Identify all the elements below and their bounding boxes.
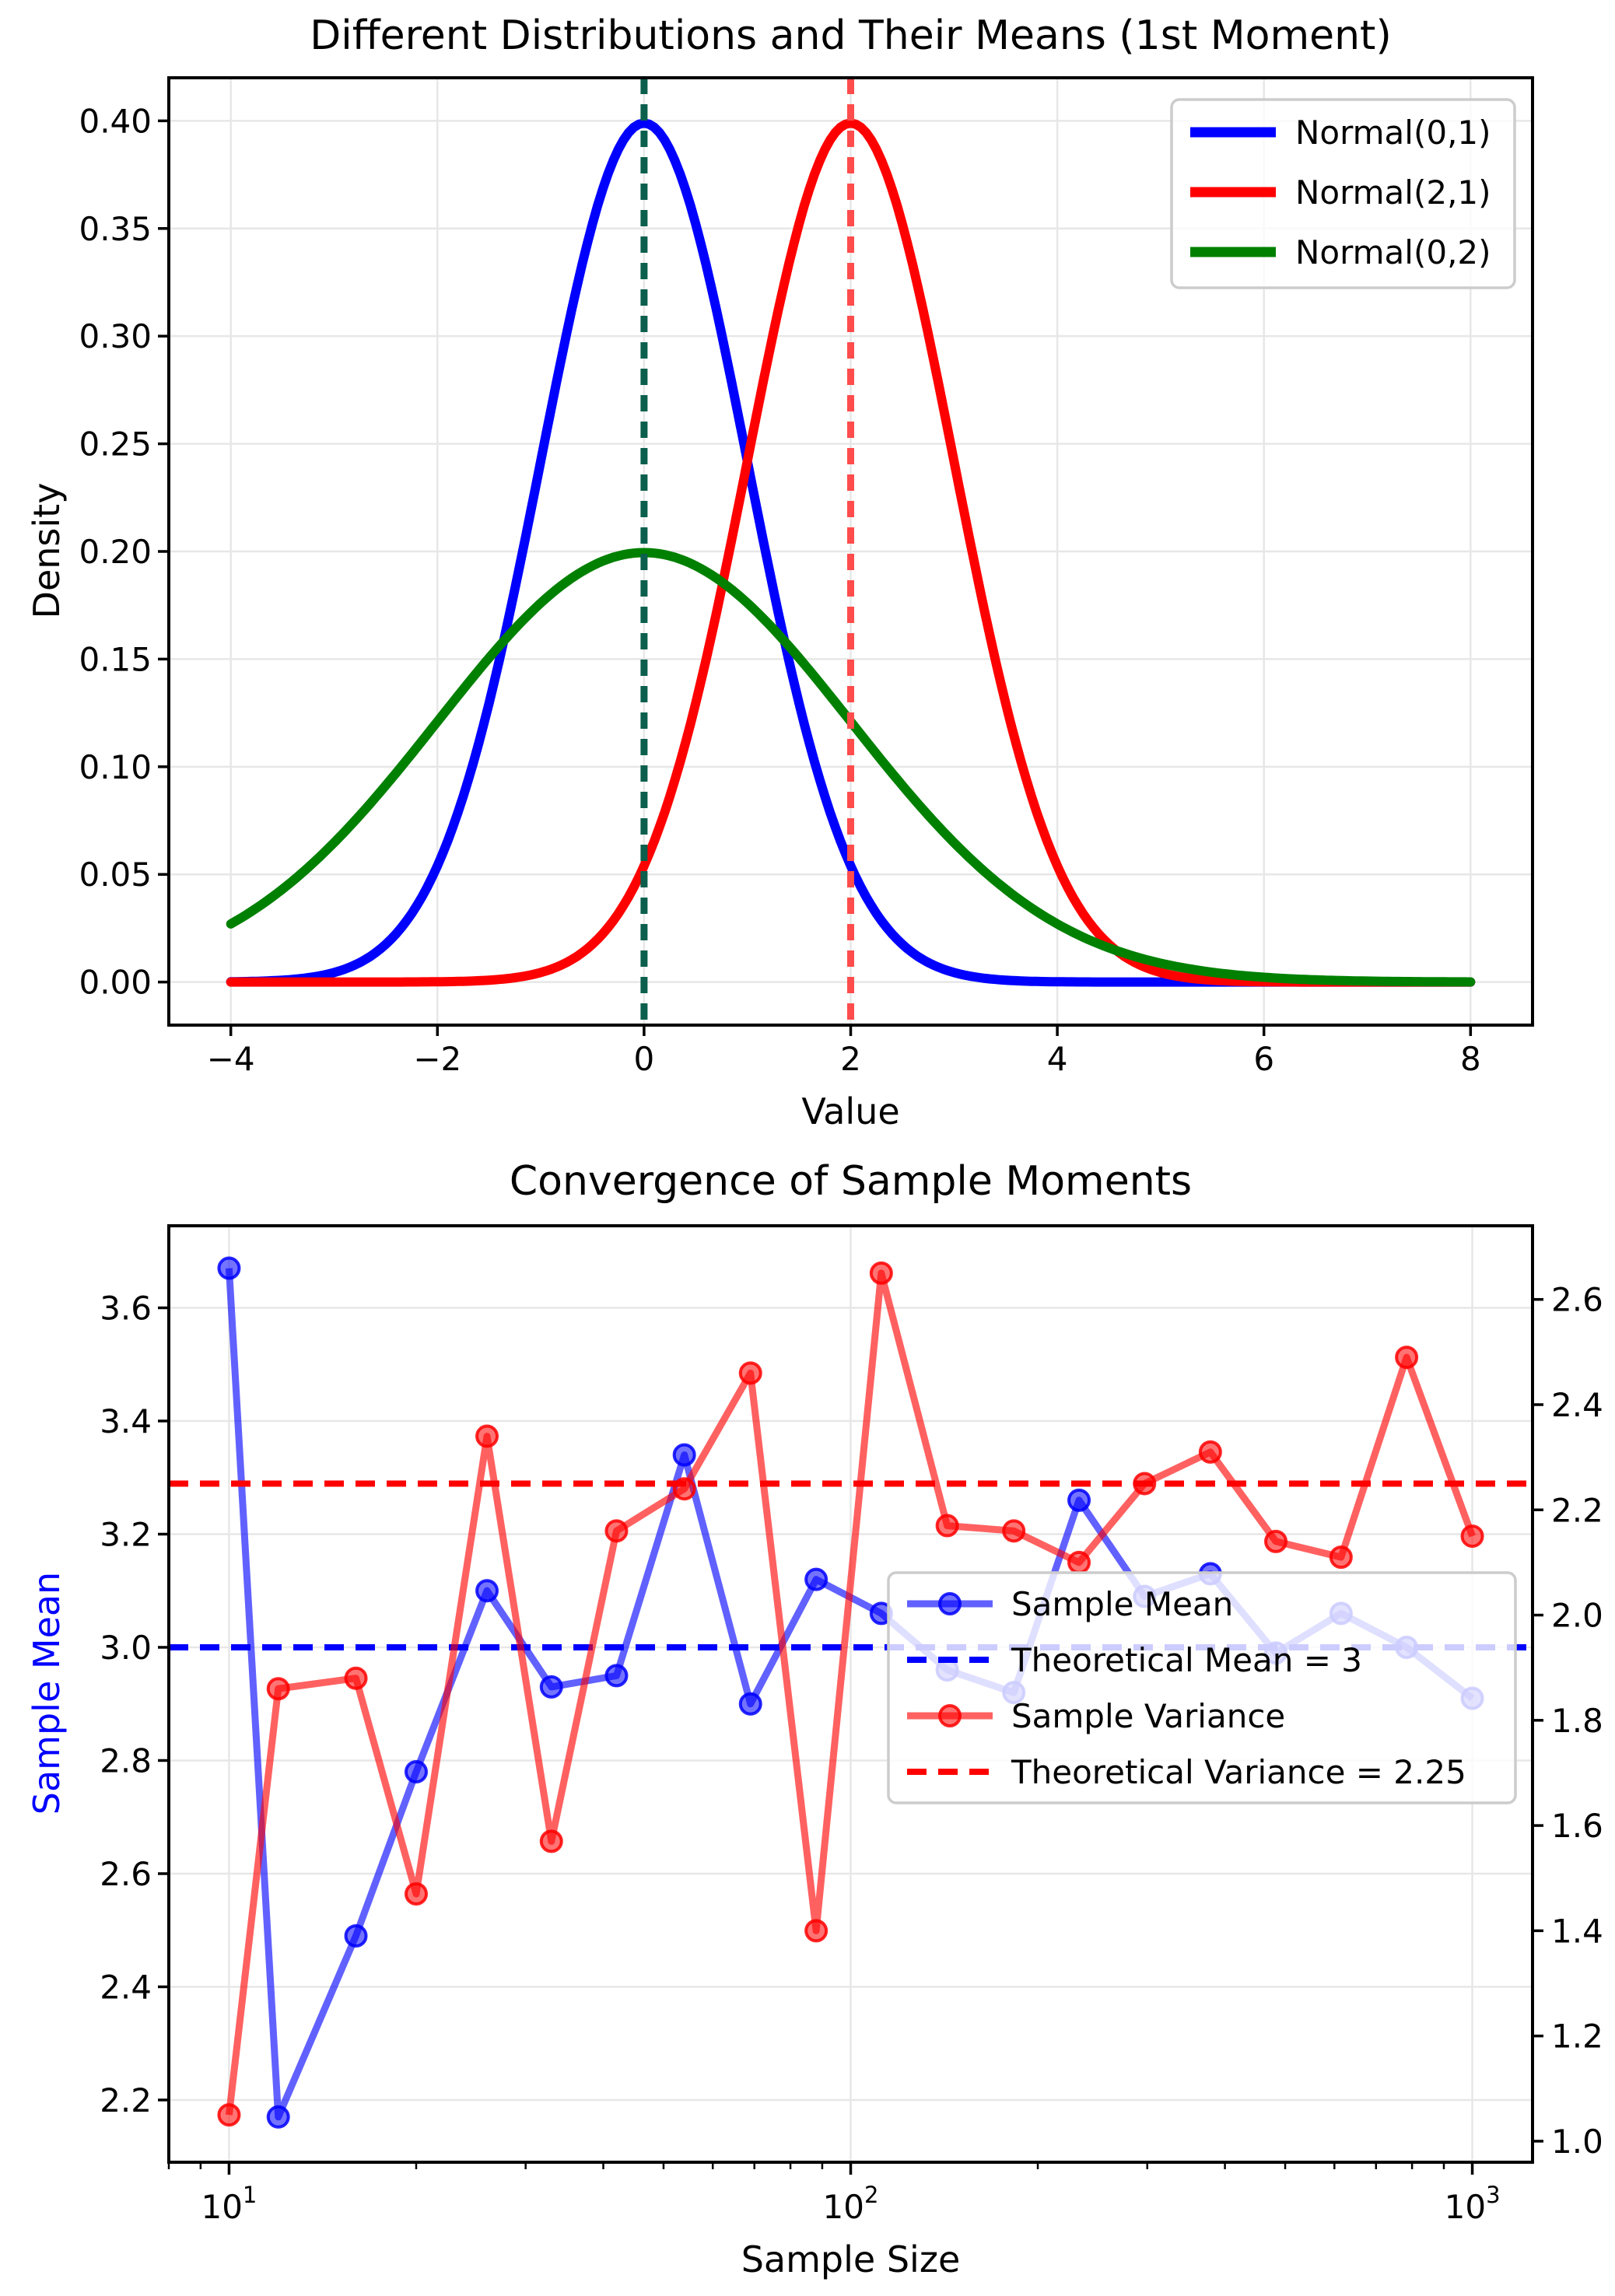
y-right-tick-label: 2.0	[1551, 1597, 1603, 1635]
y-left-tick-label: 2.6	[100, 1855, 152, 1893]
y-right-tick-label: 1.8	[1551, 1702, 1603, 1740]
series-marker-Sample Variance	[1264, 1529, 1288, 1553]
series-marker-Sample Variance	[1329, 1545, 1353, 1570]
y-right-tick-label: 1.4	[1551, 1912, 1603, 1950]
y-right-tick-label: 1.0	[1551, 2123, 1603, 2161]
legend-label: Sample Variance	[1011, 1697, 1285, 1735]
series-marker-Sample Mean	[344, 1924, 368, 1948]
legend-box	[1170, 98, 1516, 289]
top-chart-xlabel: Value	[801, 1090, 900, 1132]
series-line-Sample Variance	[225, 1269, 1476, 2116]
series-marker-Sample Mean	[738, 1692, 762, 1716]
legend-label: Sample Mean	[1011, 1585, 1233, 1623]
series-marker-Sample Mean	[672, 1443, 696, 1467]
series-marker-Sample Mean	[604, 1664, 629, 1688]
x-tick-label: 2	[840, 1040, 861, 1078]
legend-label: Normal(0,1)	[1295, 114, 1491, 152]
series-marker-Sample Variance	[475, 1424, 499, 1448]
series-marker-Sample Variance	[604, 1519, 629, 1543]
y-tick-label: 0.20	[79, 533, 152, 571]
series-marker-Sample Variance	[1198, 1440, 1222, 1464]
series-marker-Sample Variance	[935, 1514, 959, 1538]
y-right-tick-label: 2.6	[1551, 1281, 1603, 1319]
y-right-tick-label: 1.6	[1551, 1807, 1603, 1845]
y-left-tick-label: 3.0	[100, 1629, 152, 1667]
series-marker-Sample Variance	[804, 1919, 829, 1943]
y-right-tick-label: 1.2	[1551, 2018, 1603, 2056]
top-legend: Normal(0,1) Normal(2,1) Normal(0,2)	[1170, 98, 1516, 289]
bottom-chart-xlabel: Sample Size	[741, 2238, 961, 2280]
series-marker-Sample Variance	[266, 1677, 290, 1701]
series-marker-Sample Mean	[539, 1675, 563, 1699]
y-tick-label: 0.00	[79, 964, 152, 1002]
y-tick-label: 0.40	[79, 102, 152, 140]
y-tick-label: 0.30	[79, 317, 152, 355]
y-tick-label: 0.10	[79, 748, 152, 786]
bottom-legend: Sample Mean Theoretical Mean = 3 Sample Va…	[887, 1571, 1517, 1804]
x-tick-label: 6	[1253, 1040, 1274, 1078]
y-left-tick-label: 2.2	[100, 2081, 152, 2119]
legend-box	[887, 1571, 1517, 1804]
series-marker-Sample Variance	[1067, 1550, 1091, 1574]
y-left-tick-label: 2.4	[100, 1968, 152, 2006]
y-left-tick-label: 2.8	[100, 1741, 152, 1780]
x-tick-label: 101	[201, 2182, 257, 2226]
y-tick-label: 0.05	[79, 856, 152, 894]
series-marker-Sample Variance	[539, 1829, 563, 1853]
legend-marker-sample	[938, 1704, 962, 1727]
y-tick-label: 0.35	[79, 210, 152, 248]
legend-label: Theoretical Mean = 3	[1011, 1641, 1362, 1679]
y-right-tick-label: 2.2	[1551, 1491, 1603, 1529]
series-marker-Sample Mean	[217, 1256, 241, 1280]
series-marker-Sample Variance	[1002, 1519, 1026, 1543]
y-tick-label: 0.15	[79, 640, 152, 678]
series-marker-Sample Variance	[869, 1261, 893, 1285]
x-tick-label: 0	[634, 1040, 655, 1078]
top-chart-ylabel: Density	[26, 482, 68, 619]
y-left-tick-label: 3.6	[100, 1289, 152, 1327]
y-left-tick-label: 3.2	[100, 1515, 152, 1553]
series-marker-Sample Mean	[1067, 1488, 1091, 1512]
x-tick-label: 102	[823, 2182, 879, 2226]
bottom-chart-title: Convergence of Sample Moments	[509, 1158, 1193, 1205]
series-marker-Sample Mean	[266, 2105, 290, 2129]
legend-label: Theoretical Variance = 2.25	[1011, 1753, 1466, 1791]
legend-label: Normal(2,1)	[1295, 173, 1491, 212]
series-marker-Sample Variance	[217, 2103, 241, 2127]
series-marker-Sample Variance	[1460, 1524, 1484, 1549]
series-marker-Sample Mean	[475, 1579, 499, 1603]
x-tick-label: 8	[1460, 1040, 1481, 1078]
series-marker-Sample Variance	[1395, 1346, 1419, 1370]
x-tick-label: 103	[1445, 2182, 1501, 2226]
series-marker-Sample Mean	[804, 1567, 829, 1591]
series-marker-Sample Variance	[404, 1882, 428, 1906]
x-tick-label: −2	[413, 1040, 461, 1078]
series-marker-Sample Mean	[404, 1760, 428, 1784]
x-tick-label: 4	[1047, 1040, 1068, 1078]
legend-label: Normal(0,2)	[1295, 233, 1491, 271]
series-marker-Sample Variance	[344, 1666, 368, 1690]
y-right-tick-label: 2.4	[1551, 1386, 1603, 1424]
bottom-chart-ylabel-left: Sample Mean	[26, 1571, 68, 1815]
legend-marker-sample	[938, 1592, 962, 1615]
y-left-tick-label: 3.4	[100, 1402, 152, 1440]
x-tick-label: −4	[207, 1040, 255, 1078]
y-tick-label: 0.25	[79, 425, 152, 464]
series-marker-Sample Variance	[738, 1361, 762, 1385]
top-chart-title: Different Distributions and Their Means …	[310, 12, 1392, 59]
